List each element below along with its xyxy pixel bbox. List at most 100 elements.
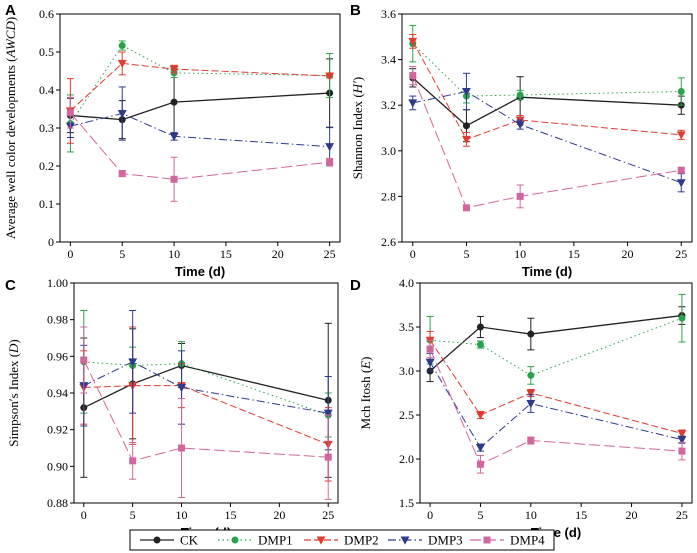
data-point-dmp2 [169,65,179,74]
x-tick-label: 25 [676,508,688,522]
data-point-dmp3 [325,143,335,152]
x-tick-label: 15 [220,247,232,261]
data-point-ck [527,330,535,338]
series-line-dmp1 [69,44,330,124]
series-dmp3 [425,352,687,453]
y-tick-label: 0.98 [47,313,68,327]
panel-letter: C [5,277,16,294]
x-tick-label: 10 [514,247,526,261]
y-tick-label: 4.0 [399,276,414,290]
series-line-ck [429,314,683,372]
y-tick-label: 0.2 [39,159,54,173]
series-dmp1 [80,310,332,438]
y-tick-label: 0.90 [47,459,68,473]
legend-label: DMP2 [344,533,379,548]
series-line-dmp3 [429,361,683,449]
data-point-dmp2 [117,59,127,69]
series-dmp1 [409,24,685,106]
data-point-dmp4 [677,166,685,174]
legend-label: DMP1 [258,533,293,548]
x-tick-label: 0 [427,508,433,522]
data-point-dmp3 [408,99,418,108]
data-point-dmp3 [323,409,333,418]
legend-item-ck: CK [140,533,199,548]
data-point-dmp3 [117,110,127,119]
legend-item-dmp4: DMP4 [470,533,545,548]
data-point-dmp1 [678,314,686,322]
series-dmp2 [408,34,686,147]
y-axis-title: Shannon Index (H′) [350,77,365,180]
data-point-dmp4 [678,447,686,455]
data-point-dmp4 [476,460,484,468]
y-tick-label: 0.96 [47,349,68,363]
x-tick-label: 20 [622,247,634,261]
x-tick-label: 10 [525,508,537,522]
data-point-dmp2 [677,429,687,439]
series-line-dmp3 [70,113,330,148]
series-line-dmp3 [412,90,682,184]
x-tick-label: 0 [410,247,416,261]
data-point-dmp4 [527,437,535,445]
data-point-dmp4 [462,204,470,212]
series-line-dmp3 [83,361,329,414]
series-ck [80,322,332,478]
data-point-dmp3 [177,384,186,393]
data-point-dmp2 [408,37,418,47]
data-point-dmp4 [409,72,417,80]
y-tick-label: 0.6 [39,7,54,21]
series-dmp4 [426,339,686,474]
x-tick-label: 5 [477,508,483,522]
x-tick-label: 15 [568,247,580,261]
y-tick-label: 2.5 [399,408,414,422]
plot-frame [59,13,341,243]
data-point-dmp4 [178,444,186,452]
x-tick-label: 10 [176,508,188,522]
y-tick-label: 0.88 [47,496,68,510]
data-point-dmp4 [129,457,137,465]
data-point-dmp3 [515,121,525,130]
legend-item-dmp2: DMP2 [304,533,379,548]
panel-a: A 0 0.1 0.2 0.3 0.4 0.5 0.6 0 5 10 15 20 25 Time (d) Av… [3,2,341,279]
y-tick-label: 3.2 [381,98,396,112]
panel-letter: D [350,277,361,294]
x-tick-label: 15 [224,508,236,522]
y-tick-label: 3.5 [399,320,414,334]
data-point-ck [476,323,484,331]
data-point-dmp3 [425,358,435,367]
data-point-dmp3 [128,358,138,367]
y-tick-label: 0.94 [47,386,68,400]
data-point-dmp4 [516,192,524,200]
x-tick-label: 20 [272,247,284,261]
series-line-dmp4 [429,348,682,465]
series-line-dmp2 [412,41,682,141]
data-point-dmp2 [462,135,471,145]
data-point-dmp4 [324,453,332,461]
y-tick-label: 0.1 [39,197,54,211]
series-line-dmp1 [83,361,329,416]
y-axis-title: Average well color developments (AWCD) [3,17,18,239]
x-tick-label: 0 [67,247,73,261]
series-line-dmp2 [70,62,330,112]
x-tick-label: 5 [463,247,469,261]
series-ck [66,58,334,140]
series-dmp4 [66,97,334,202]
panel-letter: A [5,2,16,19]
x-tick-label: 15 [575,508,587,522]
y-tick-label: 0.4 [39,83,54,97]
y-tick-label: 3.4 [381,53,396,67]
x-tick-label: 5 [130,508,136,522]
y-tick-label: 3.0 [399,364,414,378]
legend-label: DMP4 [510,533,545,548]
y-tick-label: 2.8 [381,189,396,203]
data-point-dmp2 [526,389,536,398]
x-tick-label: 0 [81,508,87,522]
series-dmp4 [409,65,685,212]
data-point-dmp2 [476,411,485,420]
y-tick-label: 3.6 [381,7,396,21]
y-tick-label: 0 [48,235,54,249]
series-dmp3 [79,310,333,451]
y-tick-label: 0.5 [39,45,54,59]
data-point-dmp1 [527,371,535,379]
legend-item-dmp1: DMP1 [218,533,293,548]
